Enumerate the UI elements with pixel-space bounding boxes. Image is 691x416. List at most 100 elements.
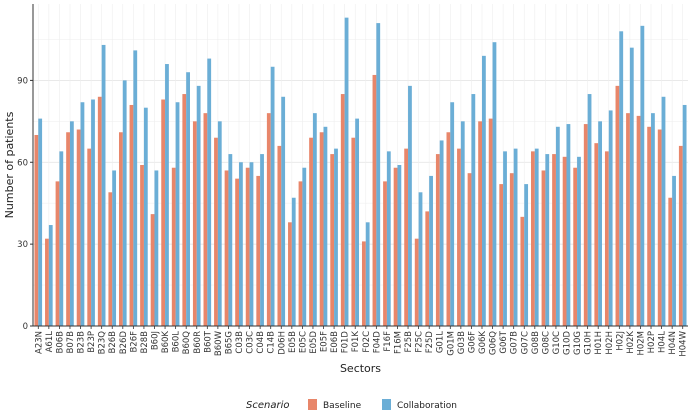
x-tick-label: H04L — [658, 331, 668, 353]
x-tick-label: B60Q — [182, 331, 192, 355]
bar-collaboration-B23P — [91, 99, 95, 326]
bar-baseline-H01H — [594, 143, 599, 326]
bar-baseline-F25C — [414, 238, 419, 326]
bar-collaboration-C03C — [249, 162, 254, 326]
y-axis-title: Number of patients — [3, 111, 16, 218]
bar-baseline-G01M — [446, 132, 451, 326]
bar-collaboration-B60K — [165, 64, 169, 326]
bar-baseline-D06H — [277, 145, 282, 326]
bar-collaboration-G01L — [439, 140, 444, 326]
bar-baseline-C04B — [256, 175, 261, 326]
bar-collaboration-B60L — [175, 102, 180, 326]
bar-baseline-F25D — [425, 211, 430, 326]
bar-collaboration-F25D — [429, 175, 433, 326]
bar-collaboration-B60R — [196, 85, 201, 326]
bar-collaboration-G10D — [566, 124, 571, 326]
bar-collaboration-E05D — [312, 113, 317, 326]
bar-baseline-G01L — [435, 154, 440, 326]
bar-collaboration-H04W — [682, 104, 687, 327]
x-tick-label: B60K — [161, 331, 171, 354]
x-tick-label: G10G — [573, 331, 583, 355]
x-tick-label: B60J — [150, 331, 160, 350]
bar-collaboration-H02H — [608, 110, 613, 326]
legend-label-collaboration: Collaboration — [397, 401, 457, 411]
y-ticks: 0 30 60 90 — [17, 76, 33, 332]
bar-baseline-H04L — [657, 129, 662, 326]
x-tick-label: C04B — [256, 331, 266, 354]
x-tick-label: G06T — [499, 330, 509, 353]
x-tick-label: F25C — [415, 331, 425, 353]
x-tick-label: D06H — [277, 331, 287, 355]
x-tick-label: H02P — [647, 331, 657, 353]
bar-collaboration-F04D — [376, 23, 381, 327]
x-tick-label: C14B — [267, 331, 277, 354]
x-ticks: A23N A61L B06B B07B B23B B23P B23Q B26B B26D B26F… — [34, 326, 689, 357]
bar-collaboration-G06K — [481, 55, 486, 326]
x-tick-label: B23P — [87, 331, 97, 353]
x-tick-label: B28B — [140, 331, 150, 354]
legend-swatch-collaboration — [382, 399, 391, 410]
bar-baseline-F04D — [372, 74, 377, 326]
bar-collaboration-B60T — [207, 58, 212, 327]
bar-baseline-B23P — [87, 148, 92, 326]
x-tick-label: G01M — [446, 331, 456, 356]
x-tick-label: G10C — [552, 331, 562, 354]
x-tick-label: B07B — [66, 331, 76, 354]
bar-baseline-B23Q — [97, 96, 102, 326]
x-tick-label: H02H — [605, 331, 615, 355]
bar-collaboration-G10H — [587, 94, 592, 327]
bar-collaboration-H02P — [651, 113, 655, 326]
bar-baseline-F16M — [393, 167, 398, 326]
bar-baseline-B07B — [66, 132, 70, 326]
bar-baseline-H02K — [626, 113, 630, 326]
bar-baseline-B26B — [108, 192, 113, 326]
bar-collaboration-G07B — [513, 148, 518, 326]
bar-collaboration-B26F — [133, 50, 138, 326]
legend-label-baseline: Baseline — [323, 401, 362, 411]
bar-collaboration-E05B — [291, 197, 296, 326]
x-tick-label: F01D — [341, 331, 351, 354]
bar-baseline-H04N — [668, 197, 673, 326]
bar-baseline-A61L — [45, 238, 49, 326]
bar-baseline-B06B — [55, 181, 60, 326]
bar-baseline-E05D — [309, 137, 313, 326]
bar-baseline-F25B — [404, 148, 409, 326]
x-tick-label: B26F — [129, 331, 139, 353]
x-tick-label: B23Q — [98, 331, 108, 355]
bar-collaboration-D06H — [281, 96, 286, 326]
bar-collaboration-B60Q — [186, 72, 190, 326]
x-tick-label: H04N — [668, 331, 678, 355]
y-tick-label: 30 — [17, 240, 28, 250]
bar-collaboration-G10C — [555, 126, 560, 327]
x-tick-label: E05B — [288, 331, 298, 353]
bar-baseline-B60R — [192, 121, 197, 326]
bar-collaboration-F16F — [386, 151, 391, 326]
x-tick-label: G10D — [563, 331, 573, 355]
bar-collaboration-B23Q — [101, 44, 106, 327]
x-tick-label: B60L — [172, 331, 182, 353]
bar-baseline-E05B — [288, 222, 292, 326]
bar-baseline-B60K — [161, 99, 166, 326]
axes — [32, 4, 688, 327]
bar-baseline-G10H — [583, 124, 588, 326]
x-tick-label: B60T — [203, 330, 213, 353]
bar-baseline-H02H — [604, 151, 609, 326]
bar-collaboration-G08C — [545, 154, 550, 326]
bar-baseline-B60J — [150, 214, 155, 326]
bar-baseline-A23N — [34, 134, 39, 326]
bar-collaboration-G03B — [460, 121, 465, 326]
bar-collaboration-B60J — [154, 170, 159, 326]
x-tick-label: E05F — [320, 331, 330, 352]
x-tick-label: B26B — [108, 331, 118, 354]
x-tick-label: G07C — [520, 331, 530, 354]
bar-baseline-G06Q — [488, 118, 493, 326]
x-tick-label: F25B — [404, 331, 414, 353]
legend-title: Scenario — [246, 400, 289, 411]
bar-baseline-G10C — [552, 154, 556, 326]
x-tick-label: F01K — [351, 331, 361, 353]
x-tick-label: G06Q — [489, 331, 499, 355]
x-tick-label: H01H — [594, 331, 604, 355]
x-tick-label: G06K — [478, 331, 488, 354]
x-tick-label: E05D — [309, 331, 319, 354]
bar-baseline-C14B — [266, 113, 271, 326]
